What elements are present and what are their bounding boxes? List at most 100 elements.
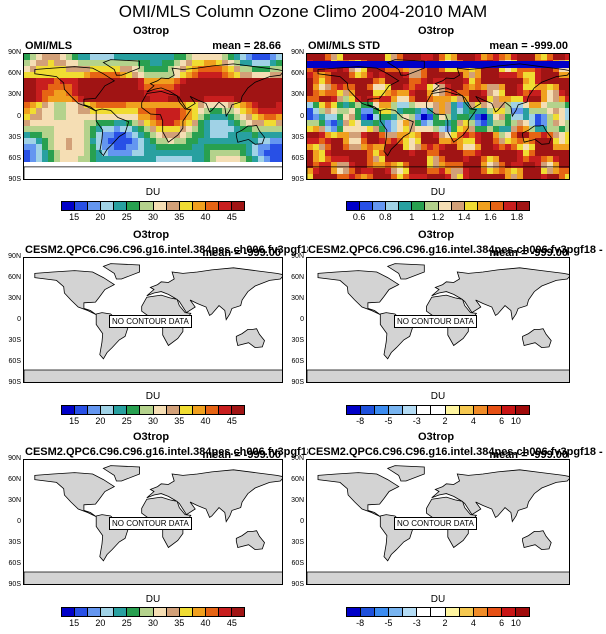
panel-0-cell <box>204 66 211 73</box>
panel-1-cell <box>391 168 398 175</box>
panel-0-cell <box>72 114 79 121</box>
panel-1-cell <box>373 66 380 73</box>
panel-1-cell <box>511 54 518 61</box>
panel-0-cell <box>282 132 283 139</box>
panel-1-cell <box>541 102 548 109</box>
panel-1-cell <box>505 138 512 145</box>
panel-2-colorbar-swatch <box>218 406 233 414</box>
panel-0-cell <box>36 60 43 67</box>
panel-1-cell <box>541 150 548 157</box>
panel-1-cell <box>319 162 326 169</box>
panel-0-cell <box>234 72 241 79</box>
panel-0-cell <box>132 174 139 179</box>
panel-1-cell <box>439 138 446 145</box>
panel-0-cell <box>270 72 277 79</box>
panel-0-cell <box>264 60 271 67</box>
panel-2-land <box>146 267 282 321</box>
panel-0-cell <box>138 108 145 115</box>
panel-1-cell <box>373 72 380 79</box>
panel-1-cell <box>331 96 338 103</box>
panel-1-cell <box>415 96 422 103</box>
panel-0-cell <box>60 78 67 85</box>
panel-1-cell <box>307 150 314 157</box>
panel-0-cell <box>162 138 169 145</box>
panel-0-cell <box>240 84 247 91</box>
panel-1-cell <box>457 90 464 97</box>
panel-1-cell <box>397 174 404 179</box>
panel-0-cell <box>120 144 127 151</box>
panel-1-cell <box>469 138 476 145</box>
panel-1-cell <box>541 96 548 103</box>
panel-0-cell <box>264 78 271 85</box>
panel-1-cell <box>409 90 416 97</box>
panel-0-cell <box>180 90 187 97</box>
panel-0-cell <box>168 84 175 91</box>
panel-0-cell <box>138 72 145 79</box>
panel-0-colorbar-swatch <box>166 202 180 210</box>
panel-0-coastline <box>24 166 282 179</box>
panel-1-cell <box>319 126 326 133</box>
panel-0-cell <box>78 156 85 163</box>
panel-0-cell <box>174 162 181 169</box>
panel-1-cell <box>493 72 500 79</box>
panel-1-cell <box>385 78 392 85</box>
panel-1-cell <box>541 126 548 133</box>
panel-0-cell <box>132 78 139 85</box>
panel-1-cell <box>475 144 482 151</box>
panel-1-cell <box>445 108 452 115</box>
panel-0-cell <box>66 90 73 97</box>
panel-1-cell <box>439 90 446 97</box>
panel-0-cell <box>54 108 61 115</box>
panel-1-cell <box>337 156 344 163</box>
panel-0-cell <box>258 150 265 157</box>
panel-0-cell <box>42 66 49 73</box>
panel-0-cell <box>72 72 79 79</box>
panel-0-cell <box>252 84 259 91</box>
panel-1-cell <box>361 144 368 151</box>
panel-1-lat-tick: 30S <box>291 133 304 141</box>
panel-1-cell <box>307 90 314 97</box>
panel-0-cell <box>78 72 85 79</box>
panel-0-cell <box>222 120 229 127</box>
panel-0-cell <box>186 114 193 121</box>
panel-1-cell <box>343 102 350 109</box>
panel-3-colorbar-label: -5 <box>384 416 393 426</box>
panel-0-cell <box>186 90 193 97</box>
panel-0-cell <box>90 156 97 163</box>
panel-0-cell <box>228 90 235 97</box>
panel-1-cell <box>331 108 338 115</box>
panel-1-cell <box>565 138 569 145</box>
panel-1-cell <box>523 72 530 79</box>
panel-1-cell <box>349 162 356 169</box>
panel-0-cell <box>276 138 282 145</box>
panel-1-cell <box>397 96 404 103</box>
panel-0-cell <box>264 156 271 163</box>
panel-1-cell <box>313 96 320 103</box>
panel-1-cell <box>559 174 566 179</box>
panel-0-cell <box>96 156 103 163</box>
panel-1-cell <box>445 96 452 103</box>
panel-0-cell <box>186 54 193 61</box>
panel-0-cell <box>276 168 282 175</box>
panel-0-cell <box>102 96 109 103</box>
panel-2-colorbar-swatch <box>153 406 167 414</box>
panel-0-cell <box>168 66 175 73</box>
panel-0-cell <box>168 144 175 151</box>
panel-0-cell <box>276 66 282 73</box>
panel-0-cell <box>162 144 169 151</box>
panel-1-cell <box>481 126 488 133</box>
panel-1-cell <box>493 84 500 91</box>
panel-0-cell <box>162 174 169 179</box>
panel-1-cell <box>337 72 344 79</box>
panel-0-cell <box>198 168 205 175</box>
panel-0-cell <box>276 156 282 163</box>
panel-0-cell <box>198 114 205 121</box>
panel-1-cell <box>361 78 368 85</box>
panel-1-cell <box>415 138 422 145</box>
panel-1-cell <box>427 174 434 179</box>
panel-0-cell <box>36 96 43 103</box>
panel-0-cell <box>24 144 31 151</box>
panel-1-cell <box>343 72 350 79</box>
panel-0-cell <box>54 144 61 151</box>
panel-0-cell <box>156 90 163 97</box>
